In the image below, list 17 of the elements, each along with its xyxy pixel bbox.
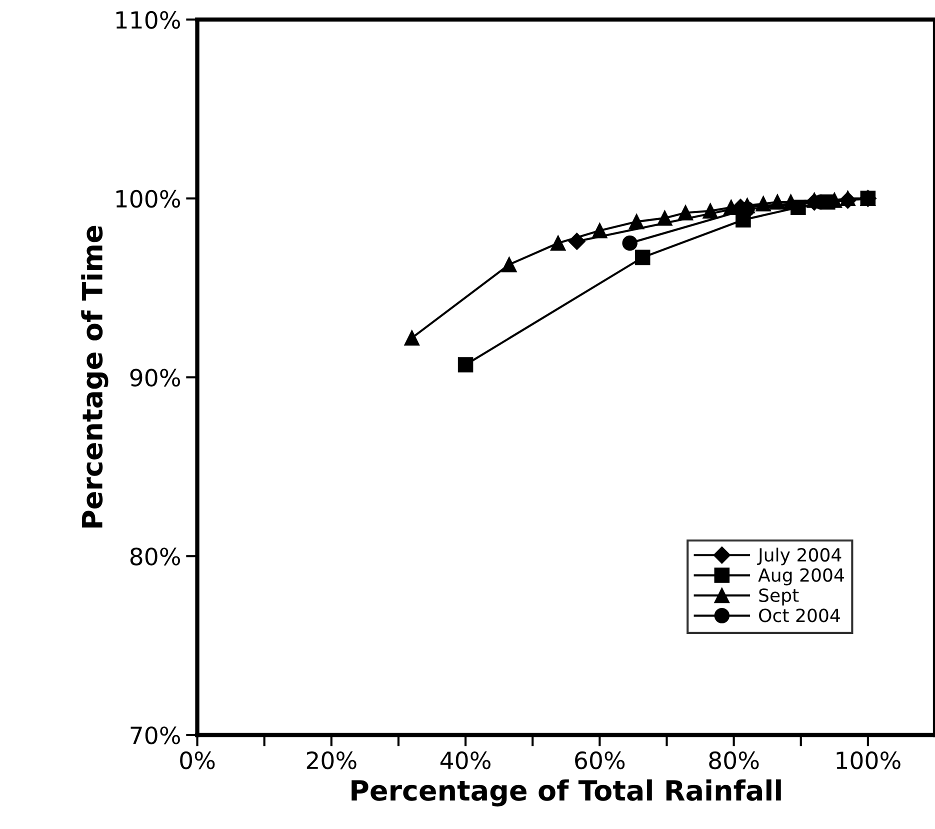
x-tick-label: 40% (440, 751, 490, 770)
legend-label: July 2004 (757, 548, 842, 566)
y-tick-label: 90% (130, 368, 180, 387)
x-axis-title: Percentage of Total Rainfall (352, 779, 781, 806)
x-tick-label: 100% (836, 751, 900, 770)
legend-label: Sept (759, 588, 799, 606)
legend-label: Aug 2004 (758, 568, 844, 586)
x-tick-label: 80% (709, 751, 759, 770)
y-tick-label: 80% (130, 548, 180, 566)
y-tick-label: 70% (130, 726, 180, 744)
y-tick-label: 110% (116, 11, 180, 29)
x-tick-label: 0% (180, 751, 215, 770)
y-tick-label: 100% (116, 190, 180, 208)
x-tick-label: 60% (575, 751, 625, 770)
legend-label: Oct 2004 (759, 608, 840, 622)
y-axis-title: Percentage of Time (81, 226, 108, 528)
x-tick-label: 20% (306, 751, 356, 770)
